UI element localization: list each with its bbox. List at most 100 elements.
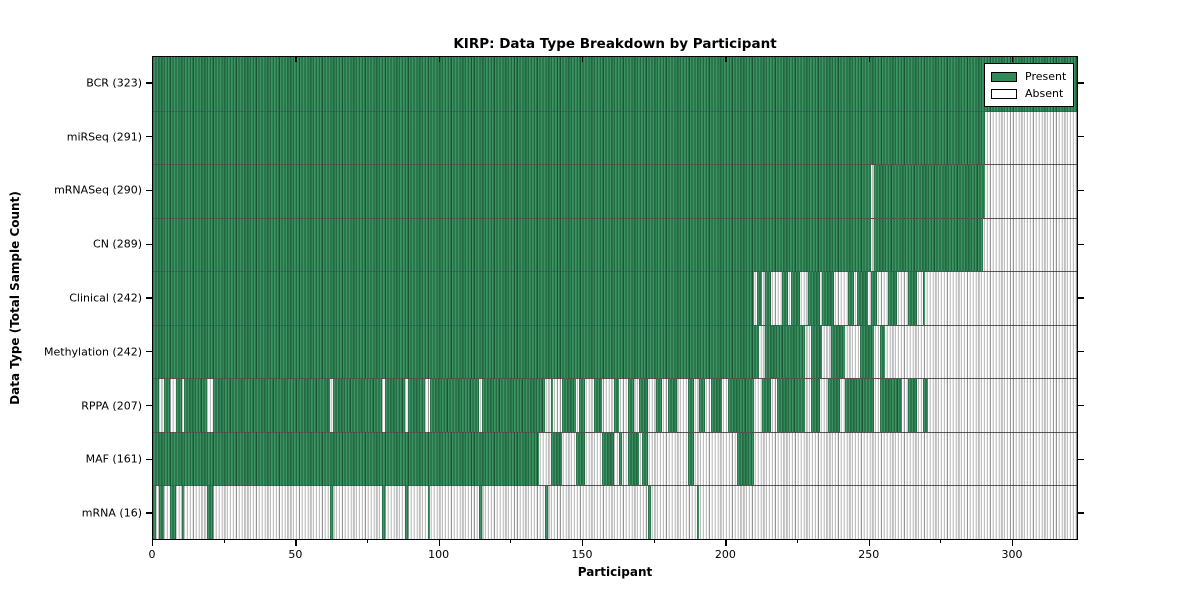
row-mrna — [153, 485, 1077, 539]
present-segment — [687, 432, 694, 486]
right-y-tick — [1078, 243, 1084, 245]
present-segment — [696, 486, 700, 539]
present-segment — [822, 272, 835, 325]
present-segment — [407, 379, 425, 432]
present-segment — [762, 379, 771, 432]
left-y-tick — [146, 404, 152, 407]
legend-item-present: Present — [991, 68, 1067, 85]
left-y-tick — [146, 243, 152, 245]
present-segment — [579, 379, 585, 432]
y-tick-label-mirseq: miRSeq (291) — [66, 130, 142, 144]
present-segment — [330, 486, 334, 539]
chart-title: KIRP: Data Type Breakdown by Participant — [453, 36, 777, 52]
x-top-tick — [1012, 57, 1014, 62]
x-top-tick — [152, 57, 154, 62]
present-segment — [699, 379, 706, 432]
present-swatch-icon — [991, 71, 1017, 82]
x-minor-tick — [510, 540, 512, 543]
present-segment — [333, 379, 382, 432]
x-major-tick — [152, 540, 154, 546]
left-y-tick — [146, 351, 152, 353]
left-y-tick — [146, 458, 152, 461]
present-segment — [602, 432, 615, 486]
present-segment — [848, 272, 854, 325]
x-major-tick — [438, 540, 441, 546]
row-maf — [153, 431, 1077, 486]
row-methylation — [153, 324, 1077, 379]
x-tick-label-200: 200 — [714, 548, 736, 561]
y-axis-label: Data Type (Total Sample Count) — [8, 191, 22, 405]
present-segment — [619, 432, 623, 486]
left-y-tick — [146, 189, 152, 192]
present-segment — [828, 379, 841, 432]
present-segment — [153, 165, 872, 218]
present-segment — [384, 379, 405, 432]
row-mrnaseq — [153, 164, 1077, 218]
left-y-tick — [146, 135, 152, 138]
present-segment — [888, 272, 897, 325]
present-segment — [576, 432, 585, 486]
present-segment — [810, 325, 823, 379]
left-y-tick — [146, 297, 152, 299]
x-tick-label-250: 250 — [858, 548, 880, 561]
x-minor-tick — [940, 540, 942, 543]
plot-area — [152, 56, 1078, 540]
y-tick-label-methylation: Methylation (242) — [44, 345, 142, 359]
present-segment — [404, 486, 408, 539]
x-minor-tick — [653, 540, 655, 543]
right-y-tick — [1078, 189, 1084, 192]
y-tick-label-cn: CN (289) — [93, 237, 142, 251]
present-segment — [184, 379, 208, 432]
y-tick-label-maf: MAF (161) — [85, 452, 142, 466]
present-segment — [922, 272, 926, 325]
x-tick-label-150: 150 — [571, 548, 593, 561]
x-major-tick — [868, 540, 871, 546]
left-y-tick — [146, 512, 152, 514]
present-segment — [642, 432, 648, 486]
present-segment — [613, 379, 620, 432]
y-tick-label-mrna: mRNA (16) — [81, 506, 142, 520]
present-segment — [153, 218, 872, 272]
present-segment — [859, 325, 875, 379]
x-top-tick — [295, 57, 297, 62]
present-segment — [544, 486, 548, 539]
present-segment — [879, 325, 886, 379]
present-segment — [153, 272, 754, 325]
right-y-tick — [1078, 512, 1084, 514]
row-cn — [153, 217, 1077, 272]
present-segment — [782, 272, 789, 325]
present-segment — [922, 379, 929, 432]
present-segment — [481, 379, 545, 432]
present-segment — [153, 486, 156, 539]
y-tick-label-bcr: BCR (323) — [86, 76, 142, 90]
right-y-tick — [1078, 404, 1084, 407]
present-segment — [381, 486, 385, 539]
present-segment — [550, 432, 563, 486]
x-tick-label-300: 300 — [1001, 548, 1023, 561]
legend: Present Absent — [984, 63, 1074, 107]
x-minor-tick — [797, 540, 799, 543]
x-tick-label-0: 0 — [148, 548, 156, 561]
present-segment — [776, 379, 806, 432]
present-segment — [873, 165, 986, 218]
present-segment — [687, 379, 694, 432]
present-segment — [639, 379, 648, 432]
right-y-tick — [1078, 82, 1084, 84]
legend-item-absent: Absent — [991, 85, 1067, 102]
present-segment — [647, 486, 651, 539]
present-segment — [765, 272, 771, 325]
present-segment — [430, 379, 480, 432]
present-segment — [550, 379, 554, 432]
x-axis-label: Participant — [577, 565, 653, 579]
present-segment — [656, 379, 663, 432]
present-segment — [810, 379, 820, 432]
x-major-tick — [1012, 540, 1014, 546]
present-segment — [908, 272, 917, 325]
present-segment — [158, 486, 165, 539]
present-segment — [479, 486, 482, 539]
legend-label-present: Present — [1025, 70, 1067, 83]
x-top-tick — [582, 57, 584, 62]
present-segment — [181, 486, 185, 539]
right-y-tick — [1078, 458, 1084, 461]
